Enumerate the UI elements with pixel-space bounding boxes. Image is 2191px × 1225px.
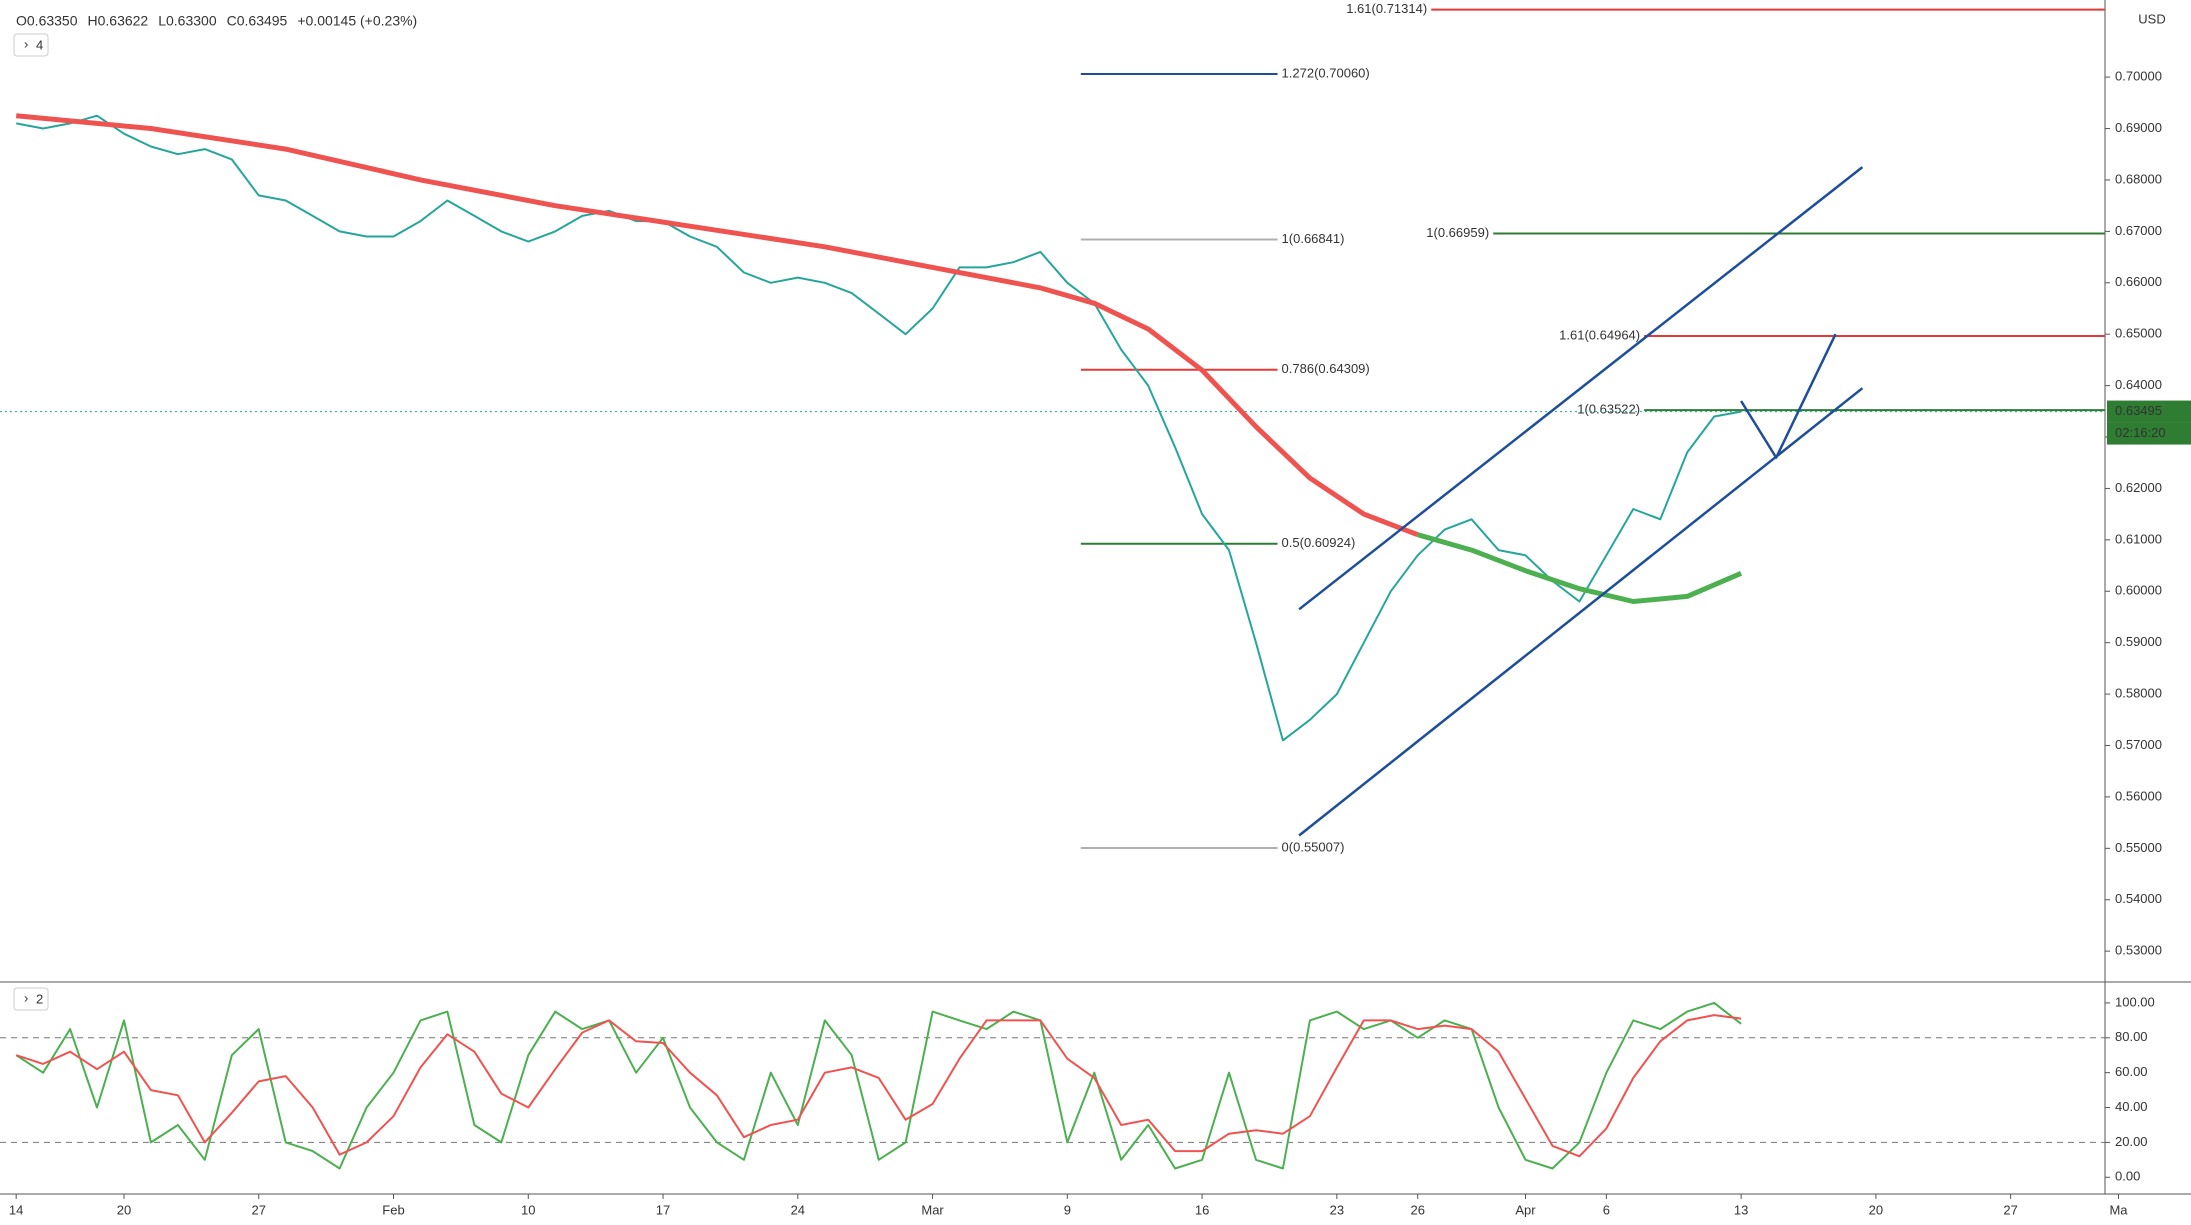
stoch-tick-label: 40.00: [2115, 1099, 2148, 1114]
x-tick-label: 20: [117, 1202, 131, 1217]
fib-label: 1(0.63522): [1577, 402, 1640, 417]
fib-label: 1.61(0.71314): [1346, 1, 1427, 16]
y-tick-label: 0.56000: [2115, 788, 2162, 803]
pane-toggle-icon[interactable]: ›: [24, 36, 28, 51]
stoch-tick-label: 0.00: [2115, 1169, 2140, 1184]
y-tick-label: 0.61000: [2115, 531, 2162, 546]
y-tick-label: 0.62000: [2115, 480, 2162, 495]
x-tick-label: Ma: [2109, 1202, 2128, 1217]
x-tick-label: 23: [1330, 1202, 1344, 1217]
y-tick-label: 0.65000: [2115, 326, 2162, 341]
countdown-label: 02:16:20: [2115, 425, 2166, 440]
currency-label: USD: [2138, 11, 2165, 26]
fib-label: 0.786(0.64309): [1282, 361, 1370, 376]
trend-drawing: [1298, 166, 1864, 611]
y-tick-label: 0.53000: [2115, 943, 2162, 958]
y-tick-label: 0.69000: [2115, 120, 2162, 135]
y-tick-label: 0.66000: [2115, 274, 2162, 289]
pane-toggle[interactable]: › 4: [13, 33, 49, 57]
price-series: [15, 113, 1419, 538]
ohlc-value: C0.63495: [227, 13, 288, 29]
x-tick-label: 13: [1734, 1202, 1748, 1217]
pane-toggle-count[interactable]: 4: [36, 37, 43, 52]
x-tick-label: 24: [791, 1202, 805, 1217]
x-tick-label: Feb: [382, 1202, 404, 1217]
countdown-tag: [2107, 422, 2191, 445]
trend-drawing: [1298, 387, 1864, 837]
ohlc-value: L0.63300: [158, 13, 217, 29]
y-tick-label: 0.60000: [2115, 583, 2162, 598]
pane-toggle[interactable]: › 2: [13, 987, 49, 1011]
y-tick-label: 0.54000: [2115, 891, 2162, 906]
x-tick-label: Mar: [921, 1202, 944, 1217]
last-price-label: 0.63495: [2115, 403, 2162, 418]
y-tick-label: 0.70000: [2115, 69, 2162, 84]
fib-label: 1(0.66841): [1282, 231, 1345, 246]
last-price-tag: [2107, 400, 2191, 423]
price-series: [1417, 532, 1743, 604]
trend-drawing: [1740, 333, 1837, 459]
y-tick-label: 0.68000: [2115, 171, 2162, 186]
y-tick-label: 0.59000: [2115, 634, 2162, 649]
x-tick-label: 9: [1064, 1202, 1071, 1217]
stoch-series: [15, 1014, 1742, 1158]
price-series: [16, 114, 1742, 742]
pane-toggle-icon[interactable]: ›: [24, 990, 28, 1005]
x-tick-label: 10: [521, 1202, 535, 1217]
x-tick-label: 20: [1869, 1202, 1883, 1217]
stoch-series: [15, 1001, 1742, 1170]
x-tick-label: 17: [656, 1202, 670, 1217]
x-tick-label: 26: [1410, 1202, 1424, 1217]
y-tick-label: 0.57000: [2115, 737, 2162, 752]
x-tick-label: 16: [1195, 1202, 1209, 1217]
x-tick-label: 27: [252, 1202, 266, 1217]
y-tick-label: 0.55000: [2115, 840, 2162, 855]
y-tick-label: 0.67000: [2115, 223, 2162, 238]
x-tick-label: 14: [9, 1202, 23, 1217]
pane-toggle-box[interactable]: [13, 33, 49, 57]
stoch-tick-label: 60.00: [2115, 1064, 2148, 1079]
stoch-tick-label: 100.00: [2115, 994, 2155, 1009]
x-tick-label: 27: [2003, 1202, 2017, 1217]
pane-toggle-count[interactable]: 2: [36, 991, 43, 1006]
ohlc-value: H0.63622: [88, 13, 149, 29]
ohlc-value: O0.63350: [16, 13, 78, 29]
y-tick-label: 0.58000: [2115, 686, 2162, 701]
stoch-tick-label: 80.00: [2115, 1029, 2148, 1044]
x-tick-label: 6: [1603, 1202, 1610, 1217]
fib-label: 0(0.55007): [1282, 839, 1345, 854]
fib-label: 0.5(0.60924): [1282, 535, 1356, 550]
fib-label: 1.272(0.70060): [1282, 65, 1370, 80]
pane-toggle-box[interactable]: [13, 987, 49, 1011]
fib-label: 1.61(0.64964): [1559, 327, 1640, 342]
ohlc-value: +0.00145 (+0.23%): [297, 13, 417, 29]
x-tick-label: Apr: [1515, 1202, 1536, 1217]
y-tick-label: 0.64000: [2115, 377, 2162, 392]
stoch-tick-label: 20.00: [2115, 1134, 2148, 1149]
fib-label: 1(0.66959): [1426, 225, 1489, 240]
